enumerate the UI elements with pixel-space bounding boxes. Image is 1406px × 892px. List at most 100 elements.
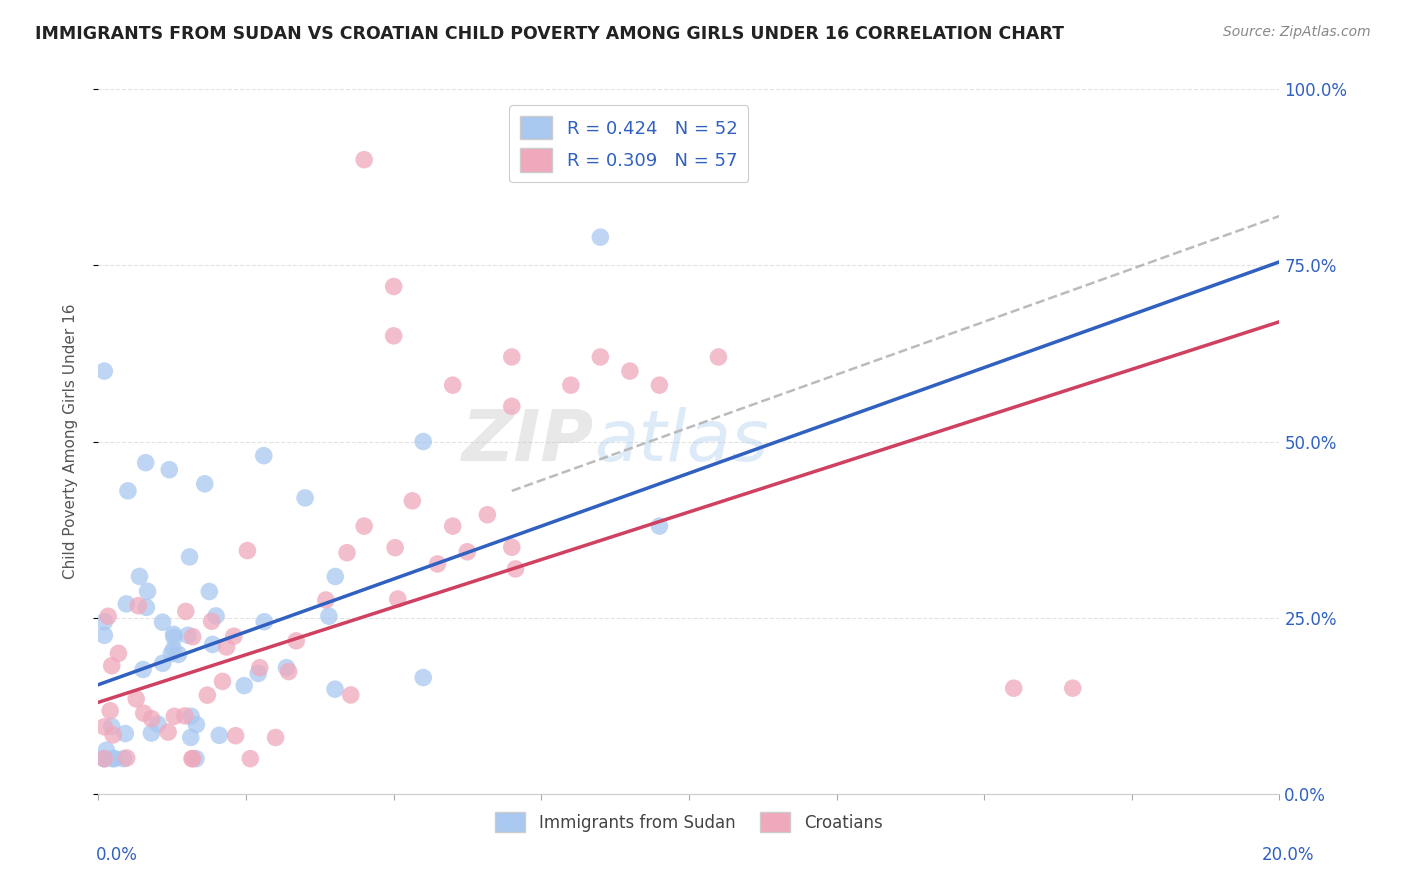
Point	[205, 608, 228, 623]
Point	[236, 543, 259, 558]
Point	[233, 679, 256, 693]
Point	[211, 674, 233, 689]
Point	[181, 630, 204, 644]
Point	[384, 541, 406, 555]
Point	[401, 493, 423, 508]
Point	[382, 279, 405, 293]
Point	[264, 731, 287, 745]
Point	[135, 456, 157, 470]
Point	[97, 609, 120, 624]
Point	[141, 726, 163, 740]
Point	[93, 628, 115, 642]
Point	[96, 743, 118, 757]
Point	[174, 604, 197, 618]
Point	[162, 642, 184, 657]
Point	[249, 661, 271, 675]
Point	[177, 628, 200, 642]
Point	[163, 631, 186, 645]
Point	[181, 751, 204, 765]
Point	[201, 638, 224, 652]
Point	[181, 751, 204, 765]
Point	[152, 657, 174, 671]
Text: 20.0%: 20.0%	[1263, 846, 1315, 863]
Point	[589, 350, 612, 364]
Point	[125, 692, 148, 706]
Point	[98, 704, 121, 718]
Point	[477, 508, 499, 522]
Point	[441, 378, 464, 392]
Point	[222, 629, 245, 643]
Point	[707, 350, 730, 364]
Point	[412, 434, 434, 449]
Point	[157, 725, 180, 739]
Point	[146, 717, 169, 731]
Point	[160, 647, 183, 661]
Text: Source: ZipAtlas.com: Source: ZipAtlas.com	[1223, 25, 1371, 39]
Point	[115, 597, 138, 611]
Point	[117, 483, 139, 498]
Point	[412, 671, 434, 685]
Point	[198, 584, 221, 599]
Point	[589, 230, 612, 244]
Point	[648, 378, 671, 392]
Point	[100, 658, 122, 673]
Text: ZIP: ZIP	[463, 407, 595, 476]
Point	[173, 709, 195, 723]
Point	[318, 609, 340, 624]
Point	[163, 709, 186, 723]
Point	[215, 640, 238, 654]
Point	[107, 646, 129, 660]
Point	[152, 615, 174, 630]
Point	[501, 350, 523, 364]
Point	[501, 399, 523, 413]
Point	[225, 729, 247, 743]
Point	[336, 546, 359, 560]
Text: IMMIGRANTS FROM SUDAN VS CROATIAN CHILD POVERTY AMONG GIRLS UNDER 16 CORRELATION: IMMIGRANTS FROM SUDAN VS CROATIAN CHILD …	[35, 25, 1064, 43]
Point	[1002, 681, 1025, 696]
Point	[353, 519, 375, 533]
Point	[208, 728, 231, 742]
Point	[194, 476, 217, 491]
Point	[239, 751, 262, 765]
Point	[184, 751, 207, 765]
Point	[93, 751, 115, 765]
Point	[128, 569, 150, 583]
Point	[127, 599, 149, 613]
Point	[253, 615, 276, 629]
Point	[162, 627, 184, 641]
Point	[112, 751, 135, 765]
Point	[104, 751, 127, 765]
Point	[387, 592, 409, 607]
Point	[619, 364, 641, 378]
Text: 0.0%: 0.0%	[96, 846, 138, 863]
Point	[101, 751, 124, 765]
Point	[167, 648, 190, 662]
Point	[179, 549, 201, 564]
Point	[132, 663, 155, 677]
Point	[115, 751, 138, 765]
Point	[648, 519, 671, 533]
Point	[180, 731, 202, 745]
Point	[285, 633, 308, 648]
Point	[135, 600, 157, 615]
Y-axis label: Child Poverty Among Girls Under 16: Child Poverty Among Girls Under 16	[63, 304, 77, 579]
Point	[294, 491, 316, 505]
Point	[180, 709, 202, 723]
Point	[157, 463, 180, 477]
Point	[93, 720, 115, 734]
Point	[253, 449, 276, 463]
Text: atlas: atlas	[595, 407, 769, 476]
Point	[93, 615, 115, 629]
Point	[93, 364, 115, 378]
Point	[339, 688, 361, 702]
Point	[100, 719, 122, 733]
Point	[441, 519, 464, 533]
Point	[323, 569, 346, 583]
Point	[186, 717, 208, 731]
Point	[93, 751, 115, 765]
Point	[195, 688, 218, 702]
Point	[505, 562, 527, 576]
Point	[456, 545, 478, 559]
Point	[101, 728, 124, 742]
Point	[501, 541, 523, 555]
